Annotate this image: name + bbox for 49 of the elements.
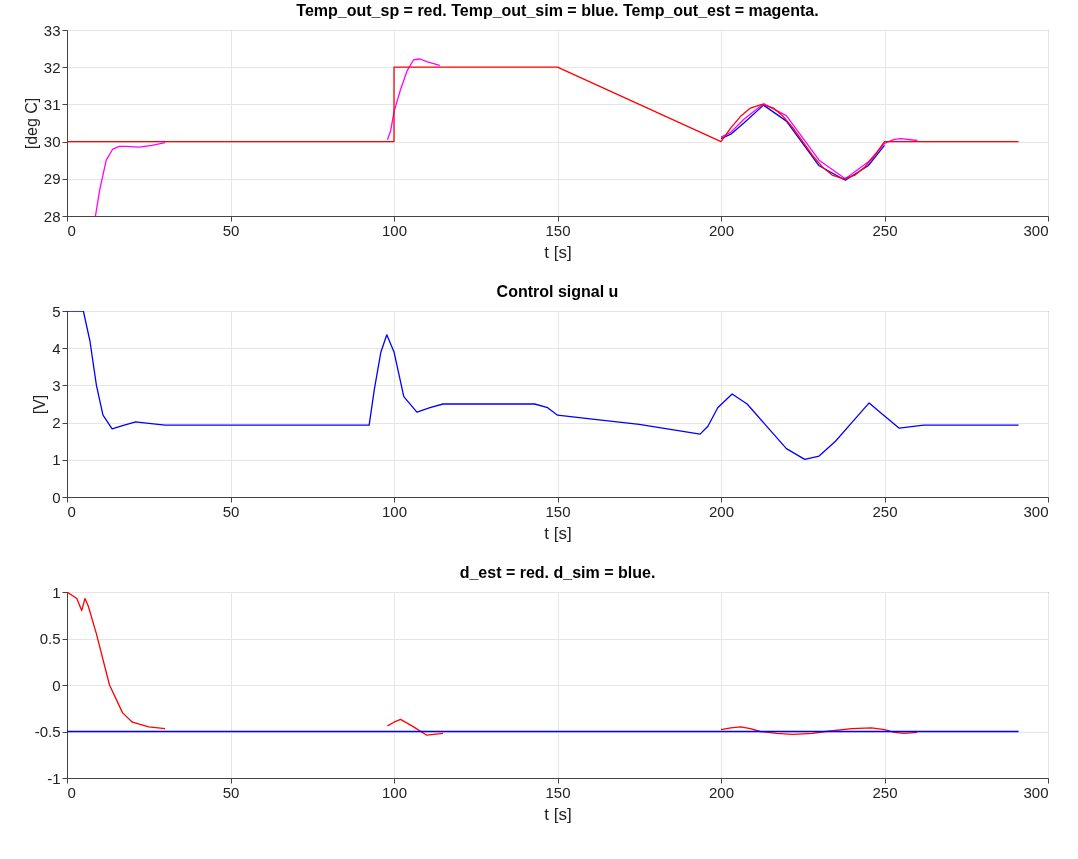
y-tick-label: 0: [52, 488, 61, 506]
y-tick-label: 33: [43, 21, 61, 39]
x-tick-label: 300: [1023, 783, 1049, 801]
x-tick-label: 300: [1023, 221, 1049, 239]
chart-title: Control signal u: [496, 283, 619, 300]
x-tick-label: 50: [222, 783, 240, 801]
y-tick-label: -1: [47, 769, 61, 787]
x-tick-label: 0: [67, 221, 76, 239]
x-axis-title: t [s]: [544, 242, 572, 262]
y-tick-label: 1: [52, 451, 61, 469]
x-tick-label: 0: [67, 783, 76, 801]
x-tick-label: 250: [872, 502, 898, 520]
x-tick-label: 150: [545, 221, 571, 239]
x-tick-label: 300: [1023, 502, 1049, 520]
y-tick-label: 2: [52, 414, 61, 432]
x-tick-label: 250: [872, 221, 898, 239]
y-tick-label: 0.5: [39, 630, 61, 647]
line-series: [67, 66, 1020, 180]
y-axis-title: [V]: [31, 394, 49, 415]
y-tick-label: 4: [52, 339, 61, 357]
x-tick-label: 100: [381, 502, 408, 520]
x-tick-label: 150: [545, 502, 571, 520]
y-axis-title: [deg C]: [22, 97, 40, 150]
y-tick-label: 30: [43, 133, 61, 151]
y-tick-label: -0.5: [34, 723, 61, 740]
y-tick-label: 32: [43, 58, 61, 76]
x-tick-label: 150: [545, 783, 571, 801]
y-tick-label: 0: [52, 676, 61, 694]
y-tick-label: 5: [52, 302, 61, 320]
y-tick-label: 31: [43, 95, 61, 113]
x-axis-title: t [s]: [544, 804, 572, 824]
x-tick-label: 0: [67, 502, 76, 520]
y-tick-label: 1: [52, 583, 61, 601]
y-tick-label: 28: [43, 207, 61, 225]
x-axis-title: t [s]: [544, 523, 572, 543]
x-tick-label: 250: [872, 783, 898, 801]
chart-title: Temp_out_sp = red. Temp_out_sim = blue. Temp_out_est = magenta.: [296, 2, 819, 19]
line-series: [67, 311, 1020, 461]
x-tick-label: 100: [381, 221, 408, 239]
x-tick-label: 50: [222, 502, 240, 520]
chart-title: d_est = red. d_sim = blue.: [459, 564, 656, 581]
x-tick-label: 100: [381, 783, 408, 801]
x-tick-label: 200: [708, 502, 735, 520]
x-tick-label: 200: [708, 783, 735, 801]
x-tick-label: 50: [222, 221, 240, 239]
y-tick-label: 29: [43, 170, 61, 188]
x-tick-label: 200: [708, 221, 735, 239]
y-tick-label: 3: [52, 376, 61, 394]
line-series: [720, 104, 886, 181]
